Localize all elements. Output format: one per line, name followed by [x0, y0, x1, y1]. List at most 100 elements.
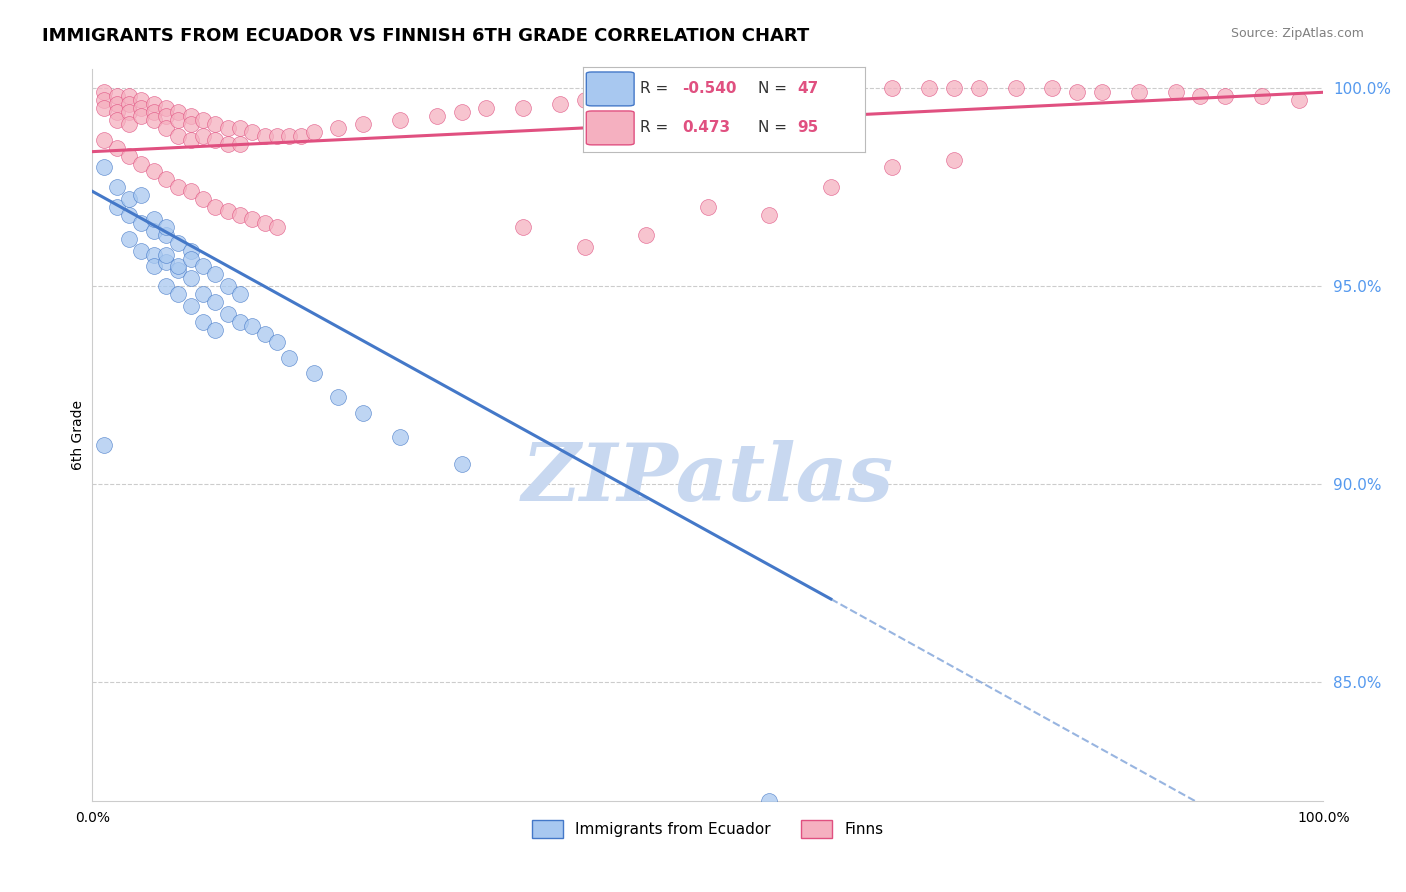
Point [180, 252, 202, 266]
Point [105, 105, 128, 120]
Text: N =: N = [758, 120, 792, 136]
Point [105, 141, 128, 155]
Point [155, 227, 177, 242]
Point [1042, 81, 1064, 95]
Point [1128, 85, 1150, 99]
Point [598, 93, 620, 107]
FancyBboxPatch shape [586, 111, 634, 145]
Point [290, 128, 312, 143]
Point [142, 113, 165, 128]
Point [105, 180, 128, 194]
Point [1250, 89, 1272, 103]
Point [142, 224, 165, 238]
Point [328, 390, 350, 404]
Point [240, 125, 263, 139]
Point [167, 287, 190, 301]
Point [450, 105, 472, 120]
Point [204, 295, 226, 310]
Point [1189, 89, 1212, 103]
Point [155, 101, 177, 115]
Point [131, 188, 153, 202]
Point [758, 208, 780, 222]
Text: ZIPatlas: ZIPatlas [522, 440, 894, 517]
Point [967, 81, 990, 95]
Point [155, 279, 177, 293]
Point [229, 208, 252, 222]
Point [758, 794, 780, 808]
Point [352, 117, 374, 131]
Point [167, 105, 190, 120]
Point [118, 232, 141, 246]
Point [142, 247, 165, 261]
Point [191, 315, 214, 329]
Point [696, 89, 718, 103]
Point [266, 334, 288, 349]
Point [253, 128, 276, 143]
Point [1066, 85, 1088, 99]
Point [105, 113, 128, 128]
Point [118, 89, 141, 103]
Point [93, 93, 115, 107]
Point [142, 105, 165, 120]
Point [217, 136, 239, 151]
Point [721, 89, 744, 103]
Point [191, 128, 214, 143]
Point [1164, 85, 1187, 99]
Text: 95: 95 [797, 120, 818, 136]
Point [820, 180, 842, 194]
FancyBboxPatch shape [586, 72, 634, 106]
Point [118, 148, 141, 162]
Point [204, 200, 226, 214]
Point [636, 93, 658, 107]
Point [191, 260, 214, 274]
Text: 47: 47 [797, 81, 818, 96]
Point [167, 263, 190, 277]
Point [191, 113, 214, 128]
Point [882, 81, 904, 95]
Point [882, 161, 904, 175]
Text: N =: N = [758, 81, 792, 96]
Point [180, 133, 202, 147]
Point [105, 200, 128, 214]
Point [180, 109, 202, 123]
Point [180, 299, 202, 313]
Point [512, 219, 534, 234]
Text: 0.473: 0.473 [682, 120, 730, 136]
Point [229, 315, 252, 329]
Point [167, 128, 190, 143]
Point [93, 437, 115, 451]
Point [131, 156, 153, 170]
Point [426, 109, 449, 123]
Point [180, 271, 202, 285]
Point [167, 235, 190, 250]
Text: Source: ZipAtlas.com: Source: ZipAtlas.com [1230, 27, 1364, 40]
Point [180, 117, 202, 131]
Point [131, 109, 153, 123]
Point [844, 85, 866, 99]
Point [217, 279, 239, 293]
Text: R =: R = [640, 81, 673, 96]
Point [131, 101, 153, 115]
Point [167, 180, 190, 194]
Point [328, 120, 350, 135]
Point [253, 326, 276, 341]
Point [204, 133, 226, 147]
Point [118, 117, 141, 131]
Point [217, 307, 239, 321]
Point [142, 211, 165, 226]
Point [204, 268, 226, 282]
Point [475, 101, 498, 115]
Point [266, 219, 288, 234]
Point [636, 227, 658, 242]
Legend: Immigrants from Ecuador, Finns: Immigrants from Ecuador, Finns [526, 814, 889, 845]
Point [155, 109, 177, 123]
Point [574, 240, 596, 254]
Point [278, 351, 301, 365]
Point [105, 97, 128, 112]
Point [942, 81, 965, 95]
Point [696, 200, 718, 214]
Point [118, 97, 141, 112]
Point [118, 105, 141, 120]
Point [229, 136, 252, 151]
Point [142, 260, 165, 274]
